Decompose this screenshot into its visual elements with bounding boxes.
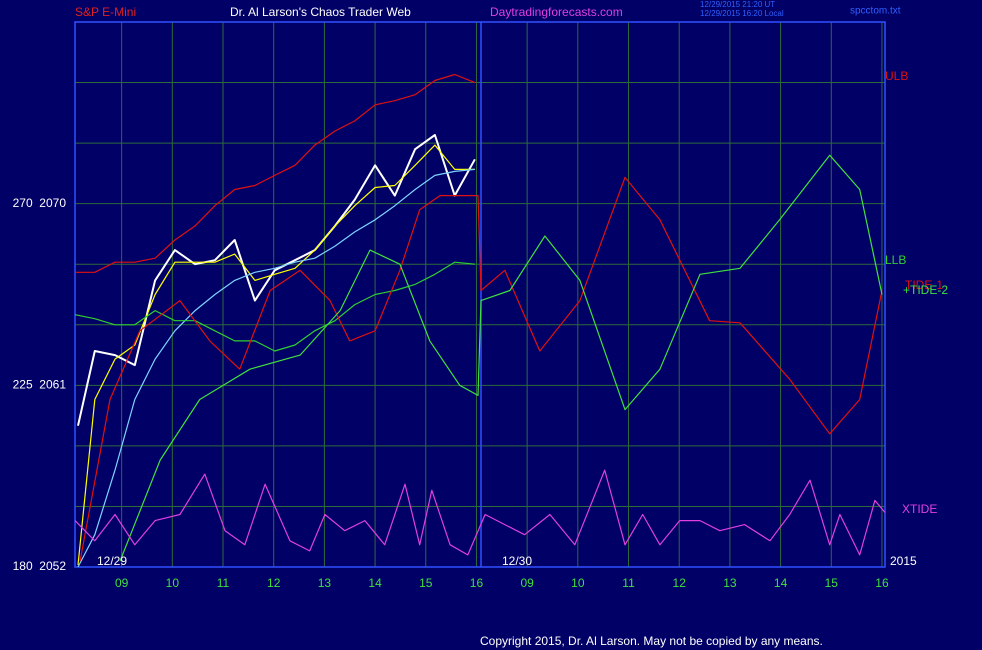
plot-frame [74,21,886,568]
x-tick-label: 12 [673,576,687,590]
stamp-ut: 12/29/2015 21:20 UT [700,0,775,9]
x-tick-label: 11 [622,576,635,590]
stamp-local: 12/29/2015 16:20 Local [700,9,784,18]
series-line [75,73,476,273]
series-line [77,134,476,426]
series-label: LLB [885,253,906,267]
series-line [119,154,883,562]
site: Daytradingforecasts.com [490,5,623,19]
x-tick-label: 13 [723,576,737,590]
x-tick-label: 14 [774,576,788,590]
y-tick-label: 225 2061 [13,378,67,392]
x-tick-label: 16 [470,576,484,590]
x-tick-label: 15 [419,576,433,590]
file: spcctom.txt [850,6,901,17]
day-label: 12/29 [97,554,127,568]
series-label: +TIDE-2 [903,283,948,297]
x-tick-label: 13 [318,576,332,590]
series [74,73,886,568]
series-label: TIDE-1 [905,278,943,292]
x-tick-label: 16 [875,576,889,590]
x-tick-label: 10 [571,576,585,590]
x-tick-label: 11 [217,576,230,590]
copyright: Copyright 2015, Dr. Al Larson. May not b… [480,634,823,648]
series-line [74,469,886,556]
y-tick-label: 180 2052 [13,559,67,573]
y-tick-label: 270 2070 [13,196,67,210]
series-line [77,144,475,566]
series-label: XTIDE [902,502,937,516]
day-label: 12/30 [502,554,532,568]
x-tick-label: 15 [825,576,839,590]
year: 2015 [890,554,917,568]
x-tick-label: 12 [267,576,281,590]
series-line [77,168,475,568]
chart-title: Dr. Al Larson's Chaos Trader Web [230,5,411,19]
series-line [79,176,883,562]
x-tick-label: 09 [520,576,534,590]
x-tick-label: 09 [115,576,129,590]
x-tick-label: 10 [166,576,180,590]
symbol: S&P E-Mini [75,5,136,19]
x-tick-label: 14 [368,576,382,590]
series-label: ULB [885,69,908,83]
